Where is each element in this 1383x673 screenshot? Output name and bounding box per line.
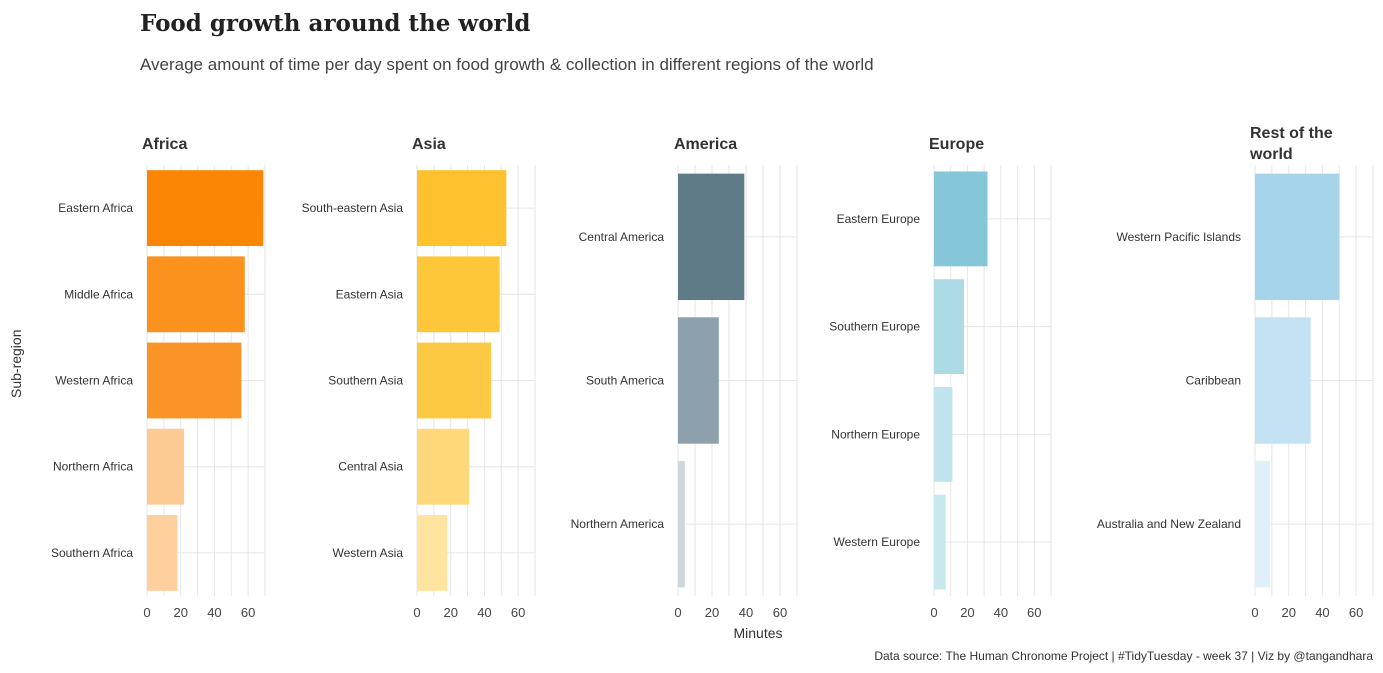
x-tick-label: 20 <box>443 605 457 620</box>
category-label: South-eastern Asia <box>302 201 404 215</box>
panel-europe: Europe Eastern Europe Southern Europe North… <box>829 136 1052 620</box>
category-label: Western Europe <box>834 535 921 549</box>
x-tick-label: 60 <box>1027 605 1041 620</box>
x-tick-label: 20 <box>960 605 974 620</box>
category-label: Western Africa <box>55 374 133 388</box>
x-tick-label: 0 <box>674 605 681 620</box>
bar <box>417 256 500 333</box>
bar <box>417 514 448 591</box>
category-label: Central America <box>579 230 665 244</box>
x-tick-label: 60 <box>241 605 255 620</box>
category-label: Western Pacific Islands <box>1117 230 1242 244</box>
category-label: Central Asia <box>338 460 403 474</box>
category-label: Middle Africa <box>64 287 133 301</box>
category-label: Northern Africa <box>53 460 133 474</box>
x-tick-label: 40 <box>739 605 753 620</box>
panel-title: Africa <box>142 136 187 153</box>
category-label: Caribbean <box>1186 374 1241 388</box>
bar <box>417 428 470 505</box>
panel-rest-of-the-world: Rest of the world Western Pacific Islands C… <box>1097 125 1374 620</box>
panel-america: America Central America South America North… <box>571 136 798 620</box>
panel-title: Rest of the world <box>1249 125 1333 163</box>
x-tick-label: 40 <box>207 605 221 620</box>
category-label: Australia and New Zealand <box>1097 517 1241 531</box>
category-label: Northern Europe <box>831 427 920 441</box>
panel-title: Asia <box>412 136 446 153</box>
chart-subtitle: Average amount of time per day spent on … <box>140 55 874 74</box>
chart-caption: Data source: The Human Chronome Project … <box>874 649 1373 663</box>
x-tick-label: 0 <box>413 605 420 620</box>
bar <box>417 170 507 247</box>
x-tick-label: 0 <box>143 605 150 620</box>
bar <box>934 171 988 267</box>
x-tick-label: 20 <box>173 605 187 620</box>
category-label: Southern Africa <box>51 546 133 560</box>
bar <box>934 386 953 482</box>
x-tick-label: 40 <box>994 605 1008 620</box>
bar <box>147 428 185 505</box>
x-axis-label: Minutes <box>733 625 783 641</box>
category-label: Southern Asia <box>328 374 403 388</box>
bar <box>147 170 264 247</box>
chart-title: Food growth around the world <box>140 10 531 37</box>
category-label: Eastern Africa <box>58 201 133 215</box>
x-tick-label: 0 <box>930 605 937 620</box>
bar <box>934 494 946 590</box>
bar <box>1255 460 1271 588</box>
bar <box>678 173 745 301</box>
x-tick-label: 0 <box>1251 605 1258 620</box>
panel-title: America <box>674 136 737 153</box>
panel-title: Europe <box>929 136 984 153</box>
bar <box>678 460 685 588</box>
panel-africa: Africa Eastern Africa Middle Africa Western… <box>51 136 266 620</box>
bar <box>417 342 492 419</box>
category-label: Eastern Europe <box>837 212 921 226</box>
x-tick-label: 60 <box>1349 605 1363 620</box>
bar <box>934 279 965 375</box>
bar <box>147 342 242 419</box>
bar <box>678 317 719 444</box>
category-label: Southern Europe <box>829 320 920 334</box>
bar <box>1255 173 1340 301</box>
x-tick-label: 40 <box>477 605 491 620</box>
x-tick-label: 40 <box>1315 605 1329 620</box>
category-label: South America <box>586 374 664 388</box>
category-label: Western Asia <box>333 546 404 560</box>
x-tick-label: 60 <box>773 605 787 620</box>
bar <box>147 256 245 333</box>
x-tick-label: 20 <box>705 605 719 620</box>
bar <box>1255 317 1311 444</box>
category-label: Northern America <box>571 517 665 531</box>
x-tick-label: 20 <box>1281 605 1295 620</box>
x-tick-label: 60 <box>511 605 525 620</box>
category-label: Eastern Asia <box>336 287 404 301</box>
bar <box>147 514 178 591</box>
panel-asia: Asia South-eastern Asia Eastern Asia Southe… <box>302 136 536 620</box>
